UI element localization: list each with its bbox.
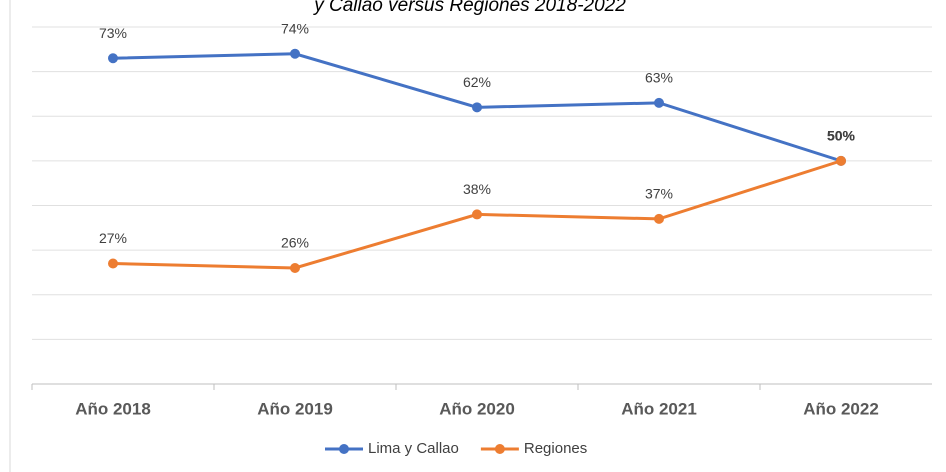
x-tick-label: Año 2022 bbox=[803, 399, 879, 418]
data-point bbox=[472, 102, 482, 113]
data-label: 50% bbox=[827, 128, 856, 144]
x-tick-label: Año 2019 bbox=[257, 399, 333, 418]
legend-label: Regiones bbox=[524, 440, 587, 457]
chart-title: y Callao versus Regiones 2018-2022 bbox=[312, 0, 626, 16]
data-label: 27% bbox=[99, 230, 127, 246]
data-point bbox=[290, 48, 300, 59]
data-label: 73% bbox=[99, 25, 127, 41]
x-tick-label: Año 2018 bbox=[75, 399, 151, 418]
data-point bbox=[654, 97, 664, 108]
data-point bbox=[472, 209, 482, 220]
legend-label: Lima y Callao bbox=[368, 440, 459, 457]
data-label: 63% bbox=[645, 70, 673, 86]
data-point bbox=[108, 258, 118, 269]
data-point bbox=[290, 262, 300, 273]
data-label: 37% bbox=[645, 186, 673, 202]
data-point bbox=[836, 155, 846, 166]
data-point bbox=[108, 53, 118, 64]
data-label: 62% bbox=[463, 74, 491, 90]
data-label: 50% bbox=[827, 128, 856, 144]
data-label: 26% bbox=[281, 235, 309, 251]
data-label: 38% bbox=[463, 181, 491, 197]
legend-marker bbox=[494, 444, 505, 454]
data-point bbox=[654, 213, 664, 224]
x-tick-label: Año 2021 bbox=[621, 399, 697, 418]
x-tick-label: Año 2020 bbox=[439, 399, 515, 418]
legend-marker bbox=[339, 444, 349, 454]
data-label: 74% bbox=[281, 20, 309, 36]
